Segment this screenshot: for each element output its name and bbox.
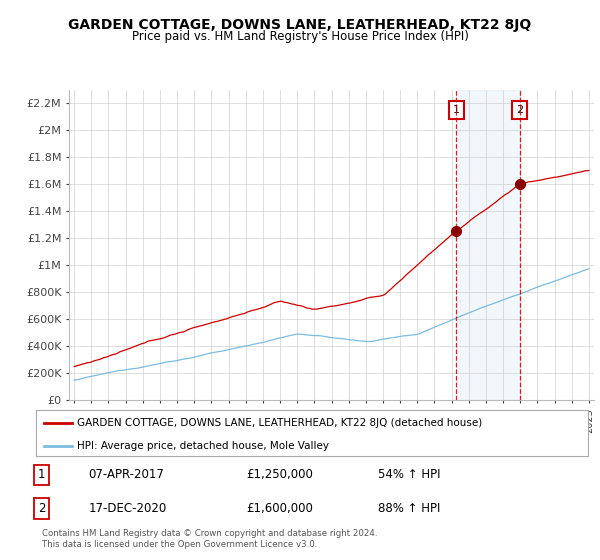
Text: Price paid vs. HM Land Registry's House Price Index (HPI): Price paid vs. HM Land Registry's House …: [131, 30, 469, 43]
Text: GARDEN COTTAGE, DOWNS LANE, LEATHERHEAD, KT22 8JQ: GARDEN COTTAGE, DOWNS LANE, LEATHERHEAD,…: [68, 18, 532, 32]
Text: 2: 2: [38, 502, 45, 515]
Text: HPI: Average price, detached house, Mole Valley: HPI: Average price, detached house, Mole…: [77, 441, 329, 451]
Text: 17-DEC-2020: 17-DEC-2020: [88, 502, 167, 515]
Text: 88% ↑ HPI: 88% ↑ HPI: [378, 502, 440, 515]
Text: 07-APR-2017: 07-APR-2017: [88, 468, 164, 482]
Text: 1: 1: [453, 105, 460, 115]
Text: £1,600,000: £1,600,000: [246, 502, 313, 515]
Text: GARDEN COTTAGE, DOWNS LANE, LEATHERHEAD, KT22 8JQ (detached house): GARDEN COTTAGE, DOWNS LANE, LEATHERHEAD,…: [77, 418, 482, 428]
Text: Contains HM Land Registry data © Crown copyright and database right 2024.
This d: Contains HM Land Registry data © Crown c…: [42, 529, 377, 549]
Text: £1,250,000: £1,250,000: [246, 468, 313, 482]
Bar: [456, 90, 520, 400]
Text: 1: 1: [38, 468, 45, 482]
Text: 54% ↑ HPI: 54% ↑ HPI: [378, 468, 441, 482]
Text: 2: 2: [516, 105, 523, 115]
